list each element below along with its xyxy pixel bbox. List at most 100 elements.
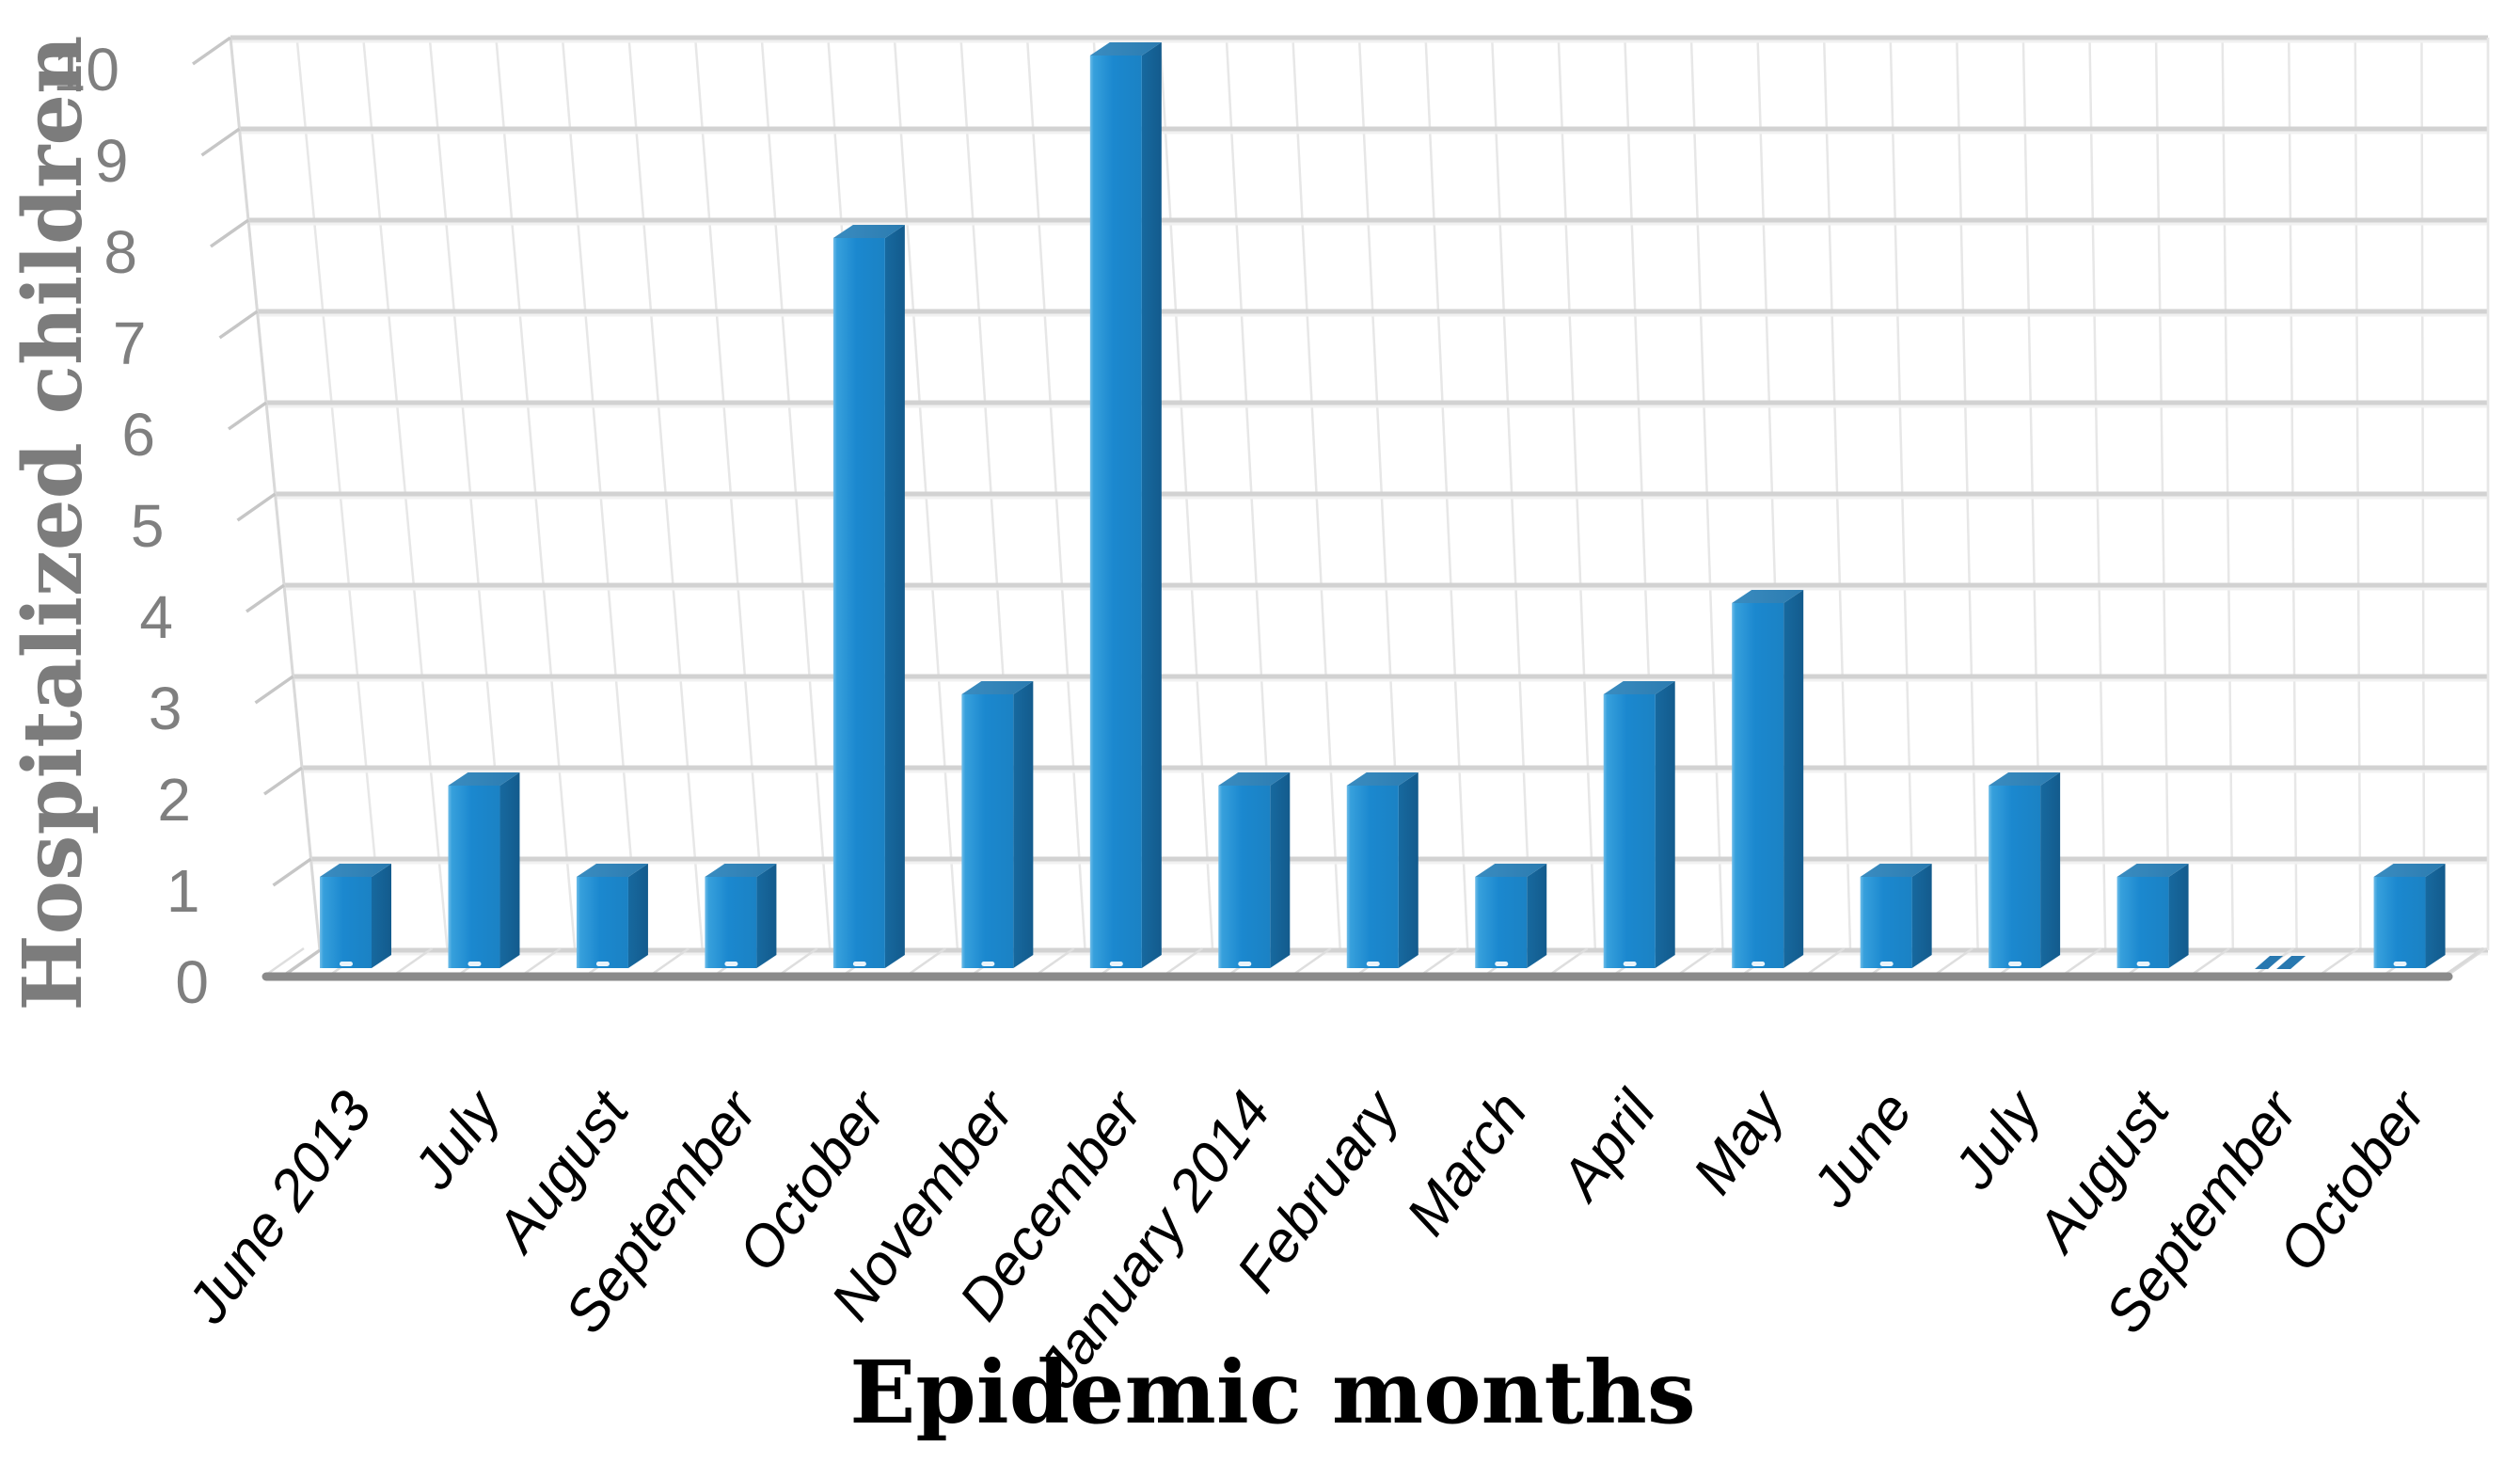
bar-side-face xyxy=(627,864,648,968)
y-tick-label: 7 xyxy=(113,310,147,377)
bar-base-highlight xyxy=(1495,962,1509,966)
floor-separator xyxy=(522,946,562,977)
y-tick-label: 5 xyxy=(131,492,165,560)
bar-front-face xyxy=(961,694,1014,968)
y-tick-label: 3 xyxy=(149,675,182,742)
y-tick-connector xyxy=(191,36,232,66)
bar-front-face xyxy=(705,877,757,968)
bar-top-face xyxy=(2373,864,2446,877)
bar-top-face xyxy=(705,864,777,877)
bar-base-highlight xyxy=(340,962,353,966)
bar xyxy=(1603,681,1675,968)
bar xyxy=(705,864,777,968)
floor-separator xyxy=(1420,946,1460,977)
floor-separator xyxy=(1164,946,1204,977)
bar-base-highlight xyxy=(852,962,866,966)
bar-side-face xyxy=(1270,772,1291,968)
bar-front-face xyxy=(576,877,628,968)
bar-side-face xyxy=(1141,42,1162,968)
floor-separator xyxy=(1036,946,1075,977)
bar-side-face xyxy=(499,772,520,968)
bar-base-highlight xyxy=(1366,962,1380,966)
bar-side-face xyxy=(1398,772,1418,968)
floor-separator xyxy=(1805,946,1846,977)
bar-front-face xyxy=(320,877,372,968)
bar xyxy=(2255,956,2306,969)
back-wall-gridlines xyxy=(191,35,2490,978)
bar-base-highlight xyxy=(1751,962,1766,966)
bar-front-face xyxy=(1475,877,1528,968)
bar-side-face xyxy=(756,864,777,968)
floor-separator xyxy=(1292,946,1332,977)
y-tick-connector xyxy=(236,492,277,522)
bar xyxy=(1989,772,2061,968)
bar-front-face xyxy=(1346,786,1399,968)
bar-side-face xyxy=(372,864,391,968)
y-tick-connector xyxy=(245,583,286,613)
bar-base-highlight xyxy=(1238,962,1252,966)
bar-base-highlight xyxy=(1109,962,1123,966)
bar-base-highlight xyxy=(468,962,482,966)
bar-front-face xyxy=(2373,877,2426,968)
x-tick-label: April xyxy=(1546,1079,1669,1214)
bar xyxy=(576,864,648,968)
bar-side-face xyxy=(1013,681,1034,968)
x-tick-label: July xyxy=(400,1077,514,1201)
y-tick-label: 6 xyxy=(121,401,155,469)
y-tick-connector xyxy=(262,766,304,796)
bar-front-face xyxy=(1989,786,2041,968)
y-tick-label: 4 xyxy=(139,583,173,651)
bar-front-face xyxy=(1860,877,1912,968)
bar-side-face xyxy=(1527,864,1547,968)
bar-top-face xyxy=(1860,864,1932,877)
bar xyxy=(2116,864,2189,968)
y-tick-label: 8 xyxy=(103,218,137,286)
x-tick-label: July xyxy=(1941,1077,2054,1201)
bar xyxy=(1475,864,1547,968)
y-tick-connector xyxy=(209,218,250,248)
bar-side-face xyxy=(1911,864,1932,968)
bar xyxy=(832,225,905,968)
x-tick-label: May xyxy=(1680,1077,1798,1205)
bar-top-face xyxy=(448,772,520,786)
x-tick-label: June 2013 xyxy=(174,1080,384,1335)
bar xyxy=(1860,864,1932,968)
bar-zero-sliver xyxy=(2255,956,2284,969)
bar-top-face xyxy=(961,681,1034,694)
bar-front-face xyxy=(1603,694,1656,968)
y-tick-connector xyxy=(227,401,268,431)
y-tick-label: 0 xyxy=(175,948,209,1016)
bar xyxy=(2373,864,2446,968)
y-tick-label: 10 xyxy=(53,36,119,103)
bar-top-face xyxy=(1603,681,1675,694)
bar-top-face xyxy=(576,864,648,877)
bar xyxy=(961,681,1034,968)
bar xyxy=(1218,772,1291,968)
bar xyxy=(1089,42,1162,968)
floor-separator xyxy=(1548,946,1589,977)
bar-side-face xyxy=(1783,590,1804,968)
bar-base-highlight xyxy=(981,962,995,966)
bar-base-highlight xyxy=(2008,962,2022,966)
bar-top-face xyxy=(1346,772,1418,786)
bar-top-face xyxy=(1732,590,1804,603)
y-tick-label: 9 xyxy=(95,127,129,195)
bar-front-face xyxy=(1732,603,1784,968)
bar-front-face xyxy=(2116,877,2169,968)
bar-base-highlight xyxy=(1879,962,1894,966)
bar-top-face xyxy=(832,225,905,238)
bar-base-highlight xyxy=(2393,962,2407,966)
floor-separator xyxy=(1934,946,1973,977)
bar xyxy=(448,772,520,968)
bar-base-highlight xyxy=(724,962,738,966)
y-tick-connector xyxy=(272,857,312,887)
floor-separator xyxy=(779,946,818,977)
bar-side-face xyxy=(884,225,905,968)
bar-top-face xyxy=(2116,864,2189,877)
bar-top-face xyxy=(1218,772,1291,786)
bar-top-face xyxy=(320,864,391,877)
bar xyxy=(320,864,391,968)
floor-separator xyxy=(2448,946,2487,977)
